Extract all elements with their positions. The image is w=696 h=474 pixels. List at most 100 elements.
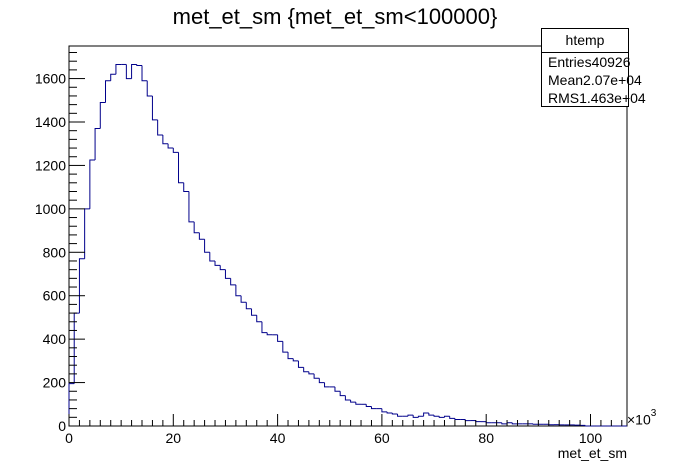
histogram-bin [172, 148, 179, 153]
histogram-bin [235, 284, 242, 297]
y-tick-label: 400 [43, 331, 67, 347]
histogram-bin [511, 422, 518, 425]
y-tick-label: 200 [43, 375, 67, 391]
histogram-bin [584, 425, 591, 427]
histogram-bin [433, 415, 440, 417]
x-tick-label: 80 [478, 430, 494, 446]
histogram-bin [198, 232, 205, 240]
histogram-bin [334, 386, 341, 392]
histogram-bin [324, 382, 330, 388]
histogram-bin [350, 399, 356, 403]
histogram-bin [282, 341, 289, 353]
histogram-bin [151, 95, 158, 121]
histogram-bin [407, 414, 414, 417]
histogram-bin [94, 128, 101, 160]
stats-box-name: htemp [542, 29, 628, 53]
x-tick-label: 100 [579, 430, 603, 446]
histogram-bin [89, 159, 96, 209]
stats-value: 2.07e+04 [583, 72, 642, 88]
stats-box: htemp Entries 40926 Mean 2.07e+04 RMS 1.… [541, 28, 646, 107]
histogram-bin [245, 302, 252, 310]
y-tick-label: 1000 [35, 201, 66, 217]
x-axis-exponent-power: 3 [650, 408, 657, 419]
histogram-bin [303, 367, 309, 373]
histogram-bin [381, 408, 388, 413]
histogram-bin [141, 65, 148, 82]
histogram-bin [214, 260, 221, 266]
histogram-bin [219, 265, 226, 271]
histogram-bin [224, 269, 231, 279]
histogram-bin [443, 415, 450, 418]
histogram-bin [501, 422, 508, 425]
histogram-bin [131, 63, 137, 79]
histogram-bin [157, 119, 163, 136]
histogram-bin [68, 383, 75, 426]
histogram-bin [397, 414, 403, 417]
stats-value: 1.463e+04 [579, 90, 646, 106]
stats-label: RMS [548, 90, 580, 106]
stats-row-entries: Entries 40926 [542, 53, 631, 71]
histogram-bin [146, 80, 153, 97]
histogram-bin [115, 63, 122, 75]
histogram-bin [240, 295, 247, 303]
histogram-bin [277, 334, 283, 342]
histogram-bin [125, 64, 132, 80]
stats-row-mean: Mean 2.07e+04 [542, 71, 642, 89]
histogram-bin [99, 101, 106, 129]
histogram-bin [266, 332, 273, 336]
histogram-bin [204, 239, 210, 253]
histogram-bin [230, 278, 236, 286]
histogram-bin [412, 415, 419, 418]
histogram-bin [355, 402, 362, 405]
histogram-bin [475, 420, 481, 423]
histogram-bin [297, 360, 304, 368]
histogram-bin [438, 416, 445, 418]
y-tick-label: 1600 [35, 71, 66, 87]
histogram-bin [318, 378, 325, 384]
x-tick-label: 40 [270, 430, 286, 446]
histogram-bin [391, 412, 398, 415]
histogram-bin [485, 421, 492, 424]
histogram-bin [162, 135, 169, 145]
stats-row-rms: RMS 1.463e+04 [542, 89, 646, 107]
histogram-bin [188, 191, 195, 223]
histogram-bin [251, 308, 257, 316]
histogram-bin [84, 208, 90, 259]
histogram-bin [261, 321, 268, 334]
histogram-bin [256, 315, 262, 323]
plot-frame [68, 45, 628, 427]
histogram-bin [136, 64, 143, 67]
histogram-bin [428, 412, 435, 416]
histogram-bin [449, 416, 455, 419]
histogram-bin [78, 258, 85, 314]
histogram-bin [417, 415, 424, 418]
histogram-bin [339, 391, 346, 397]
histogram-bin [183, 182, 189, 192]
stats-label: Mean [548, 72, 584, 88]
y-tick-label: 1200 [35, 157, 66, 173]
histogram-bin [365, 404, 372, 407]
histogram-bin [423, 412, 429, 417]
x-axis-exponent: ×103 [627, 408, 657, 428]
y-tick-label: 0 [58, 418, 66, 434]
x-axis-label: met_et_sm [557, 445, 627, 461]
y-tick-label: 800 [43, 244, 67, 260]
x-tick-label: 20 [166, 430, 182, 446]
histogram-bin [344, 395, 351, 401]
histogram-bin [292, 358, 299, 362]
histogram-bin [287, 352, 294, 360]
histogram-bin [464, 419, 471, 422]
stats-label: Entries [548, 54, 592, 70]
stats-value: 40926 [591, 54, 631, 70]
histogram-bin [110, 73, 116, 81]
histogram-bin [454, 418, 461, 420]
x-tick-label: 60 [374, 430, 390, 446]
histogram-bin [178, 152, 184, 184]
histogram-bin [308, 371, 315, 375]
chart-title: met_et_sm {met_et_sm<100000} [172, 4, 498, 29]
y-tick-label: 1400 [35, 114, 66, 130]
histogram-bin [370, 406, 377, 410]
histogram-bin [105, 80, 111, 103]
y-tick-label: 600 [43, 288, 67, 304]
histogram-bin [313, 373, 320, 379]
